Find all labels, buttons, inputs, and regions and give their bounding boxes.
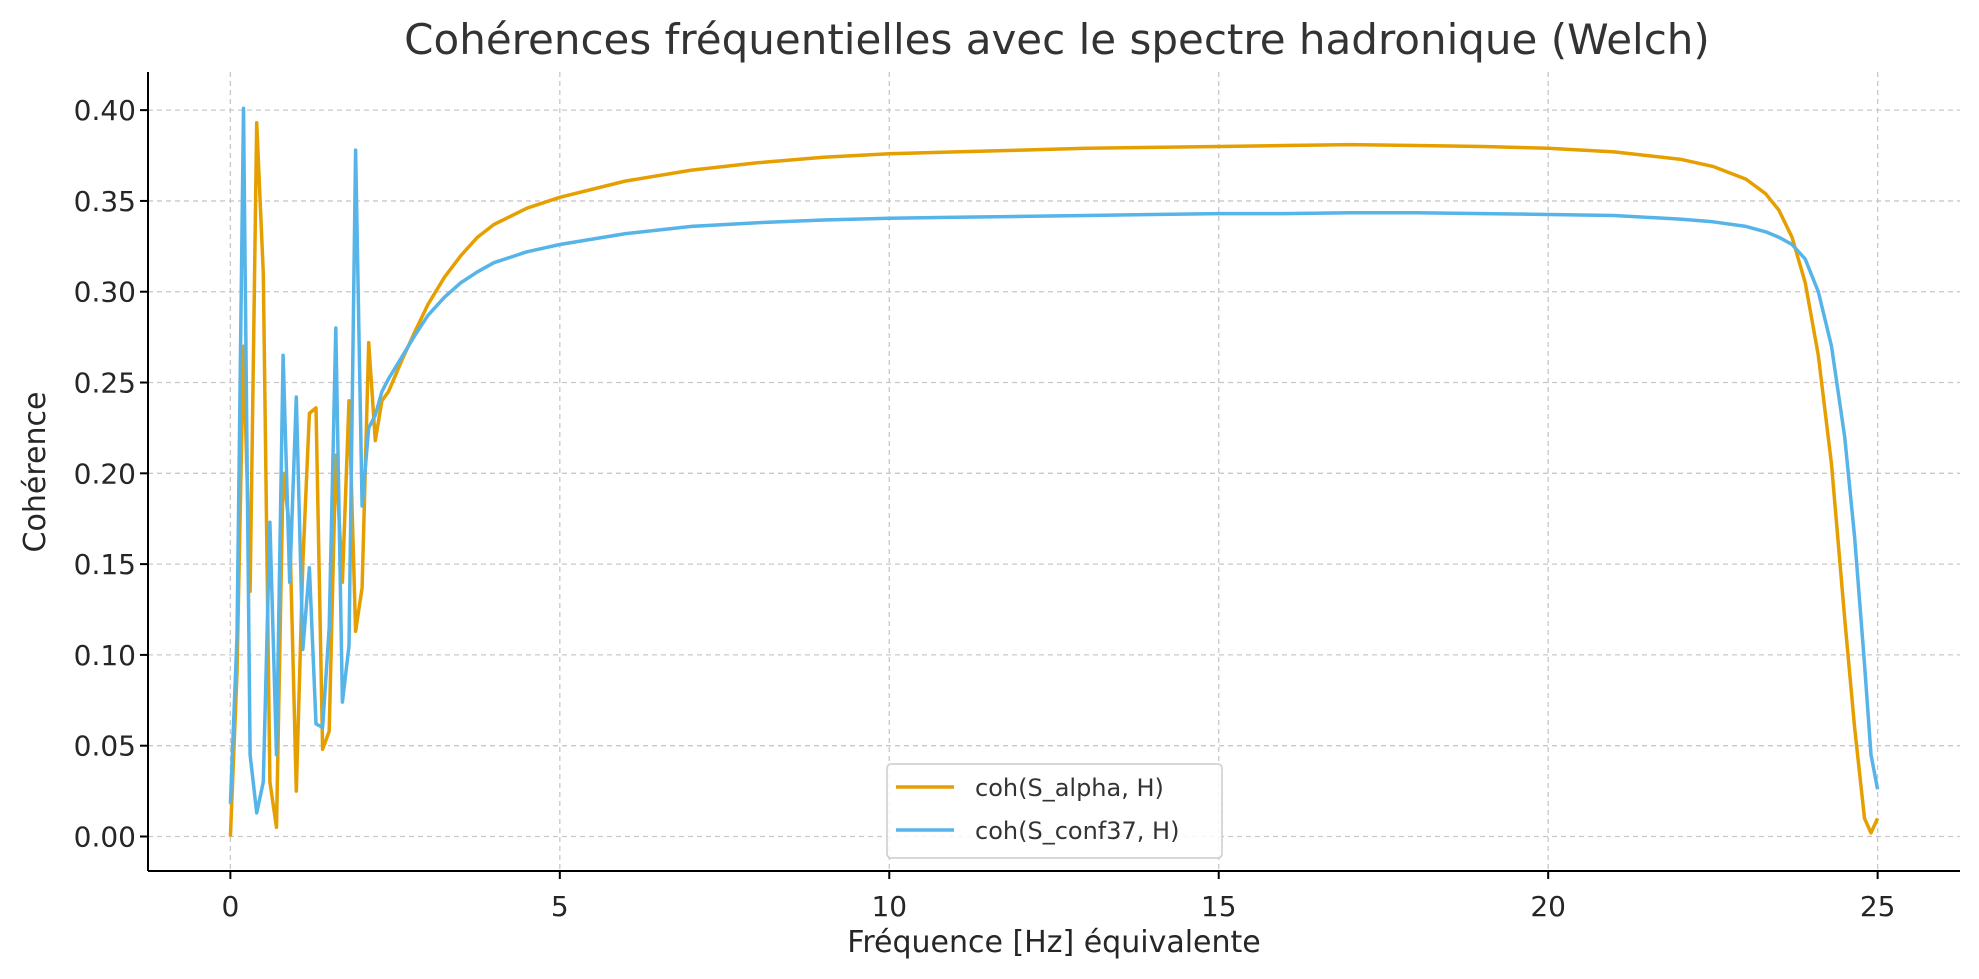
legend: coh(S_alpha, H) coh(S_conf37, H) (886, 763, 1223, 859)
y-tick-label: 0.10 (74, 639, 136, 672)
series-line-s-conf37 (228, 106, 1880, 815)
y-tick-label: 0.05 (74, 730, 136, 763)
chart-title: Cohérences fréquentielles avec le spectr… (404, 15, 1710, 64)
legend-label-s-conf37: coh(S_conf37, H) (975, 817, 1179, 845)
tick-labels: 0 5 10 15 20 25 0.00 0.05 0.10 0.15 0.20 0.25 0.30 0.… (74, 94, 1896, 923)
y-tick-label: 0.40 (74, 94, 136, 127)
x-tick-label: 20 (1530, 890, 1566, 923)
x-axis-title: Fréquence [Hz] équivalente (847, 925, 1260, 960)
x-tick-label: 10 (871, 890, 907, 923)
series-layer (228, 106, 1880, 837)
y-axis-title: Cohérence (18, 392, 53, 553)
y-tick-label: 0.35 (74, 185, 136, 218)
series-line-s-alpha (228, 121, 1880, 837)
legend-label-s-alpha: coh(S_alpha, H) (975, 774, 1164, 802)
axes (147, 72, 1960, 872)
x-tick-label: 5 (551, 890, 569, 923)
legend-box (886, 763, 1223, 859)
y-tick-label: 0.00 (74, 820, 136, 853)
y-tick-label: 0.20 (74, 457, 136, 490)
x-tick-label: 0 (221, 890, 239, 923)
y-tick-label: 0.25 (74, 367, 136, 400)
y-tick-label: 0.15 (74, 548, 136, 581)
x-tick-label: 25 (1860, 890, 1896, 923)
grid (148, 72, 1960, 871)
y-tick-label: 0.30 (74, 276, 136, 309)
x-tick-label: 15 (1201, 890, 1237, 923)
